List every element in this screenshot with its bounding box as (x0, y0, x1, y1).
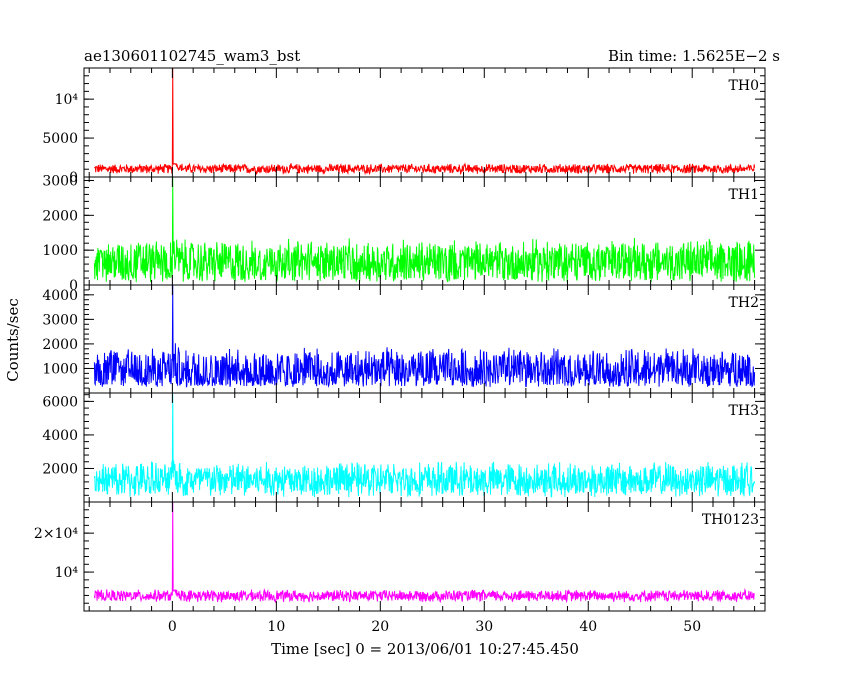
panel-label-th0: TH0 (729, 78, 759, 94)
y-tick-label: 10⁴ (55, 565, 79, 581)
series-line-th3 (93, 393, 756, 498)
y-tick-label: 6000 (42, 394, 78, 410)
x-tick-label: 30 (475, 619, 493, 635)
y-tick-label: 2000 (42, 208, 78, 224)
y-tick-label: 3000 (42, 312, 78, 328)
panels-group: 0 5000 10⁴ TH0 0 1000 2000 3000 TH1 1000 2000 3000 4… (34, 67, 766, 635)
y-tick-label: 2×10⁴ (34, 526, 78, 542)
panel-th0123: 10⁴ 2×10⁴ TH0123 (34, 501, 766, 612)
y-tick-label: 5000 (42, 131, 78, 147)
title-right: Bin time: 1.5625E−2 s (608, 47, 780, 65)
y-tick-label: 0 (69, 170, 78, 186)
panel-th1: 0 1000 2000 3000 TH1 (42, 173, 766, 294)
title-left: ae130601102745_wam3_bst (84, 47, 300, 65)
y-tick-label: 1000 (42, 361, 78, 377)
y-tick-label: 3000 (42, 173, 78, 189)
panel-th3: 2000 4000 6000 TH3 (42, 392, 766, 503)
y-tick-label: 4000 (42, 288, 78, 304)
y-axis-label: Counts/sec (4, 298, 22, 382)
series-line-th0123 (93, 502, 755, 604)
y-tick-label: 2000 (42, 337, 78, 353)
y-tick-label: 0 (69, 278, 78, 294)
panel-label-th3: TH3 (729, 403, 759, 419)
y-tick-label: 10⁴ (55, 92, 79, 108)
x-tick-label: 0 (168, 619, 177, 635)
panel-frame (83, 67, 766, 178)
y-tick-label: 4000 (42, 428, 78, 444)
x-tick-label: 10 (267, 619, 285, 635)
panel-label-th2: TH2 (729, 295, 759, 311)
panel-th0: 0 5000 10⁴ TH0 (42, 67, 766, 186)
x-axis-label: Time [sec] 0 = 2013/06/01 10:27:45.450 (271, 640, 579, 658)
series-line-th2 (93, 285, 756, 389)
series-line-th0 (94, 68, 756, 176)
series-line-th1 (93, 177, 756, 283)
y-tick-label: 1000 (42, 243, 78, 259)
panel-label-th0123: TH0123 (702, 512, 759, 528)
x-tick-label: 40 (579, 619, 597, 635)
x-tick-label: 20 (371, 619, 389, 635)
x-tick-label: 50 (683, 619, 701, 635)
panel-frame (83, 176, 766, 286)
panel-th2: 1000 2000 3000 4000 TH2 (42, 284, 766, 394)
y-tick-label: 2000 (42, 461, 78, 477)
panel-label-th1: TH1 (729, 187, 759, 203)
